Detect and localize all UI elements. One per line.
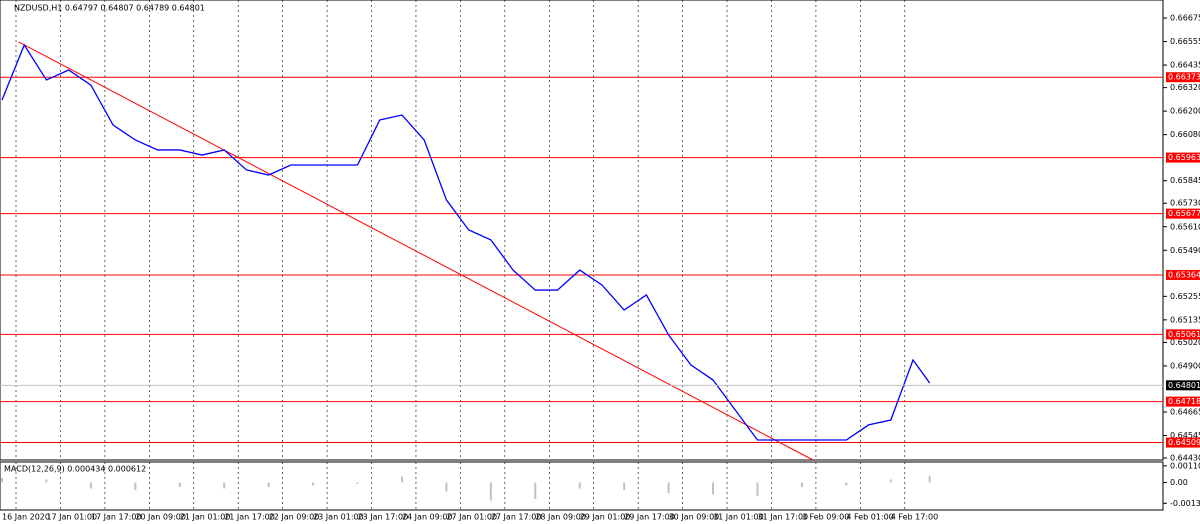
level-label: 0.64718: [1168, 397, 1200, 406]
x-tick-label: 29 Jan 01:00: [580, 513, 631, 522]
y-tick-label: 0.66080: [1170, 130, 1200, 139]
x-tick-label: 16 Jan 2020: [2, 513, 50, 522]
macd-bar: [445, 482, 448, 492]
macd-bar: [889, 479, 892, 483]
last-price-bg: [1166, 380, 1200, 391]
macd-tick-label: 0.001101: [1170, 461, 1200, 470]
x-tick-label: 3 Feb 09:00: [802, 513, 849, 522]
x-tick-label: 4 Feb 17:00: [891, 513, 938, 522]
macd-title: MACD(12,26,9) 0.000434 0.000612: [4, 465, 146, 474]
level-label: 0.65963: [1168, 153, 1200, 162]
x-tick-label: 21 Jan 17:00: [224, 513, 275, 522]
level-label-bg: [1166, 72, 1200, 83]
macd-bar: [134, 482, 137, 491]
x-tick-label: 29 Jan 17:00: [624, 513, 675, 522]
y-tick-label: 0.65135: [1170, 315, 1200, 324]
level-label: 0.65364: [1168, 270, 1200, 279]
level-label: 0.65061: [1168, 330, 1200, 339]
macd-bar: [89, 482, 92, 489]
macd-bar: [578, 482, 581, 489]
macd-bar: [267, 482, 270, 487]
macd-bar: [800, 482, 803, 487]
macd-panel: [0, 461, 1164, 511]
y-tick-label: 0.66320: [1170, 83, 1200, 92]
x-tick-label: 4 Feb 01:00: [846, 513, 893, 522]
macd-bar: [400, 476, 403, 483]
macd-bar: [756, 482, 759, 497]
level-label-bg: [1166, 208, 1200, 219]
y-tick-label: 0.64545: [1170, 431, 1200, 440]
price-line: [1, 43, 931, 441]
x-tick-label: 30 Jan 09:00: [669, 513, 720, 522]
x-tick-label: 21 Jan 01:00: [180, 513, 231, 522]
y-tick-label: 0.64665: [1170, 407, 1200, 416]
x-tick-label: 27 Jan 17:00: [491, 513, 542, 522]
level-label-bg: [1166, 396, 1200, 407]
y-tick-label: 0.66200: [1170, 107, 1200, 116]
y-tick-label: 0.65255: [1170, 292, 1200, 301]
macd-bar: [712, 482, 715, 495]
x-tick-label: 20 Jan 09:00: [135, 513, 186, 522]
level-label-bg: [1166, 152, 1200, 163]
x-tick-label: 31 Jan 17:00: [757, 513, 808, 522]
level-label: 0.64509: [1168, 438, 1200, 447]
x-tick-label: 23 Jan 01:00: [313, 513, 364, 522]
x-tick-label: 17 Jan 01:00: [46, 513, 97, 522]
y-tick-label: 0.65020: [1170, 338, 1200, 347]
y-tick-label: 0.65845: [1170, 176, 1200, 185]
x-tick-label: 28 Jan 09:00: [535, 513, 586, 522]
level-label: 0.65677: [1168, 209, 1200, 218]
y-tick-label: 0.65730: [1170, 199, 1200, 208]
macd-bar: [45, 479, 48, 483]
x-tick-label: 24 Jan 09:00: [402, 513, 453, 522]
main-panel: [0, 0, 1164, 461]
last-price-label: 0.64801: [1168, 381, 1200, 390]
macd-bar: [623, 482, 626, 491]
macd-bar: [178, 482, 181, 487]
macd-tick-label: 0.00: [1170, 478, 1188, 487]
x-tick-label: 27 Jan 01:00: [446, 513, 497, 522]
x-tick-label: 22 Jan 09:00: [269, 513, 320, 522]
level-label-bg: [1166, 269, 1200, 280]
macd-bar: [845, 482, 848, 486]
macd-tick-label: -0.001378: [1170, 499, 1200, 508]
y-tick-label: 0.66555: [1170, 37, 1200, 46]
y-tick-label: 0.64430: [1170, 454, 1200, 463]
macd-bar: [223, 482, 226, 489]
macd-bar: [312, 482, 315, 486]
macd-bar: [534, 482, 537, 500]
y-tick-label: 0.65610: [1170, 222, 1200, 231]
chart-title: NZDUSD,H1 0.64797 0.64807 0.64789 0.6480…: [14, 4, 205, 13]
y-tick-label: 0.65490: [1170, 246, 1200, 255]
y-tick-label: 0.66435: [1170, 61, 1200, 70]
x-tick-label: 17 Jan 17:00: [91, 513, 142, 522]
level-label: 0.66373: [1168, 73, 1200, 82]
trend-line: [18, 41, 814, 461]
y-tick-label: 0.64900: [1170, 361, 1200, 370]
macd-bar: [1, 477, 3, 483]
macd-bar: [489, 482, 492, 501]
macd-bar: [667, 482, 670, 494]
level-label-bg: [1166, 437, 1200, 448]
y-tick-label: 0.66675: [1170, 14, 1200, 23]
x-tick-label: 23 Jan 17:00: [358, 513, 409, 522]
level-label-bg: [1166, 329, 1200, 340]
macd-bar: [356, 482, 359, 484]
x-tick-label: 31 Jan 01:00: [713, 513, 764, 522]
macd-bar: [928, 475, 931, 483]
